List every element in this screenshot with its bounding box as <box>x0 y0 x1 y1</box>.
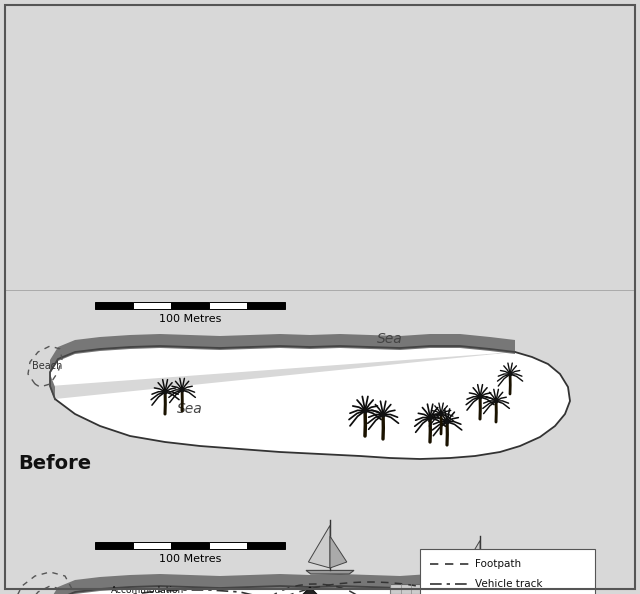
Text: Pier: Pier <box>442 581 461 591</box>
Text: Sea: Sea <box>377 332 403 346</box>
Circle shape <box>445 419 450 425</box>
Text: Sea: Sea <box>177 402 203 416</box>
Circle shape <box>163 390 168 394</box>
Bar <box>390 584 465 594</box>
Polygon shape <box>463 541 480 574</box>
Circle shape <box>180 388 184 393</box>
Bar <box>171 542 209 549</box>
Polygon shape <box>50 334 515 401</box>
Bar <box>247 542 285 549</box>
Polygon shape <box>50 586 570 594</box>
Polygon shape <box>480 549 493 574</box>
Circle shape <box>477 394 483 400</box>
Polygon shape <box>291 587 329 594</box>
Bar <box>95 302 133 309</box>
Text: Vehicle track: Vehicle track <box>475 579 543 589</box>
Polygon shape <box>308 526 330 568</box>
Circle shape <box>362 408 368 413</box>
Bar <box>171 302 209 309</box>
Bar <box>133 542 171 549</box>
Bar <box>209 302 247 309</box>
Circle shape <box>428 415 433 421</box>
Bar <box>95 542 133 549</box>
Polygon shape <box>461 576 499 579</box>
Bar <box>133 302 171 309</box>
Text: Beach: Beach <box>32 361 62 371</box>
Polygon shape <box>306 570 354 574</box>
Text: Accommodation: Accommodation <box>111 586 184 594</box>
Polygon shape <box>50 574 515 594</box>
Text: 100 Metres: 100 Metres <box>159 314 221 324</box>
Bar <box>420 549 595 594</box>
Circle shape <box>508 372 513 377</box>
Circle shape <box>380 412 386 418</box>
Text: 100 Metres: 100 Metres <box>159 554 221 564</box>
Circle shape <box>493 399 499 403</box>
Bar <box>209 542 247 549</box>
Bar <box>247 302 285 309</box>
Polygon shape <box>330 536 347 568</box>
Text: Before: Before <box>18 454 91 473</box>
Polygon shape <box>50 346 570 459</box>
Text: Footpath: Footpath <box>475 559 521 569</box>
Circle shape <box>439 412 444 416</box>
